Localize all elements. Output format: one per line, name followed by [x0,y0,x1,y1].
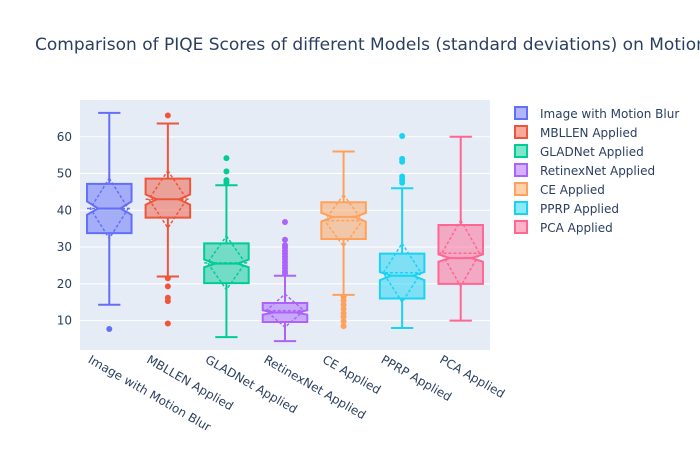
outlier-point [340,313,347,320]
legend-swatch [514,220,528,234]
legend-label: RetinexNet Applied [540,164,655,178]
legend-swatch [514,106,528,120]
box-7[interactable] [437,135,484,322]
y-tick-label: 60 [57,130,72,144]
outlier-point [223,168,230,175]
outlier-point [340,305,347,312]
outlier-point [340,297,347,304]
outlier-point [164,112,171,119]
outlier-point [223,179,230,186]
outlier-point [399,158,406,165]
legend-item[interactable]: GLADNet Applied [514,144,644,159]
sd-diamond [264,293,306,329]
legend-item[interactable]: Image with Motion Blur [514,106,679,121]
y-tick-label: 30 [57,240,72,254]
box-3[interactable] [203,155,250,339]
box-body [144,177,192,219]
y-tick-label: 10 [57,314,72,328]
outlier-point [164,320,171,327]
outlier-point [164,275,171,282]
box-6[interactable] [378,133,426,329]
legend-label: CE Applied [540,183,605,197]
legend-item[interactable]: RetinexNet Applied [514,163,655,178]
legend-label: GLADNet Applied [540,145,644,159]
legend-item[interactable]: CE Applied [514,182,605,197]
legend-label: Image with Motion Blur [540,107,679,121]
sd-diamond [440,218,481,288]
y-axis: 10 20 30 40 50 60 [57,130,72,328]
sd-diamond [323,193,364,248]
legend-item[interactable]: PCA Applied [514,220,613,235]
legend-swatch [514,144,528,158]
y-tick-label: 20 [57,277,72,291]
legend-swatch [514,125,528,139]
sd-diamond [89,176,130,241]
outlier-point [340,318,347,325]
legend-label: PCA Applied [540,221,613,235]
x-tick-label: RetinexNet Applied [262,352,369,422]
outlier-point [223,155,230,162]
y-tick-label: 40 [57,203,72,217]
legend-swatch [514,163,528,177]
legend-label: MBLLEN Applied [540,126,637,140]
outlier-point [106,326,113,333]
outlier-point [282,236,288,243]
box-4[interactable] [261,219,309,343]
outlier-point [282,270,288,277]
outlier-point [399,179,406,186]
box-series [86,111,484,343]
outlier-point [164,298,171,305]
legend-swatch [514,182,528,196]
legend-swatch [514,201,528,215]
outlier-point [399,133,406,140]
sd-diamond [206,234,247,292]
legend: Image with Motion Blur MBLLEN Applied GLAD… [514,106,679,235]
box-5[interactable] [320,150,367,330]
box-1[interactable] [86,111,133,333]
outlier-point [282,219,288,226]
outlier-point [164,283,171,290]
chart-title: Comparison of PIQE Scores of different M… [35,35,700,55]
outlier-point [340,323,347,330]
legend-item[interactable]: MBLLEN Applied [514,125,637,140]
sd-diamond [382,241,422,304]
legend-label: PPRP Applied [540,202,619,216]
y-tick-label: 50 [57,167,72,181]
box-body [437,224,484,285]
sd-diamond [148,169,188,230]
box-2[interactable] [144,112,192,327]
legend-item[interactable]: PPRP Applied [514,201,619,216]
